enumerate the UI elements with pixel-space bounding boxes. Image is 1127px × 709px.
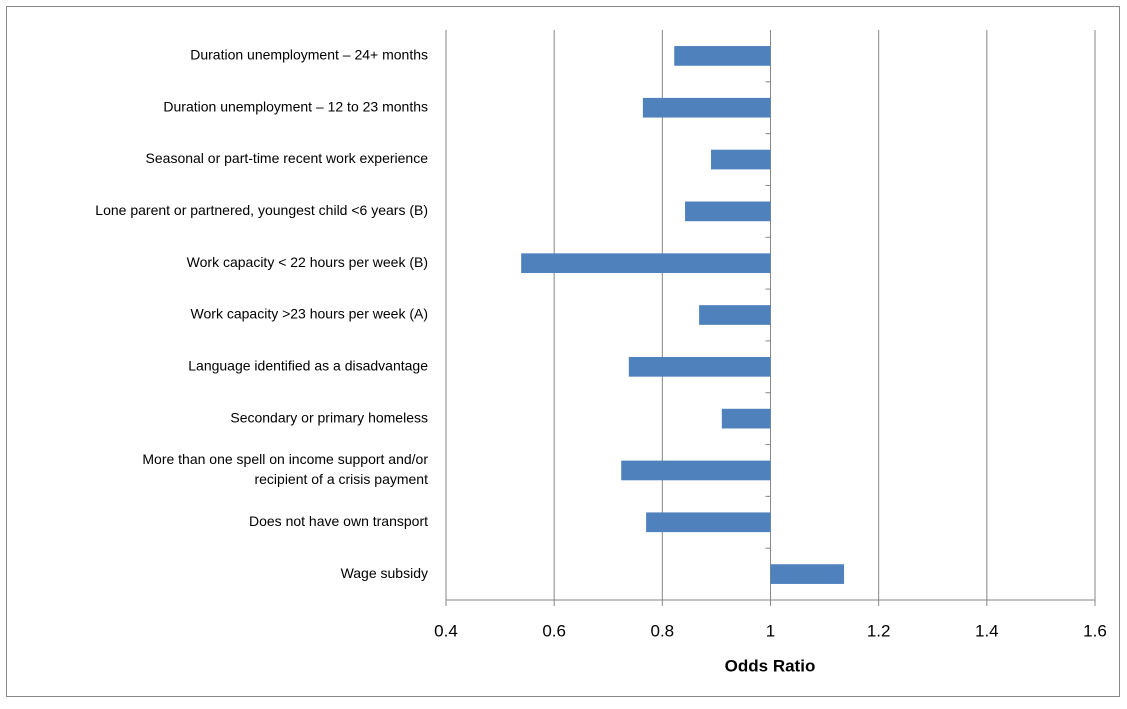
x-axis-title: Odds Ratio [725, 656, 816, 675]
bar [770, 564, 845, 584]
x-tick-label: 1 [766, 621, 775, 640]
x-tick-label: 0.4 [434, 621, 458, 640]
x-tick-label: 0.6 [542, 621, 566, 640]
y-tick-label: Secondary or primary homeless [230, 409, 428, 425]
y-tick-label: Work capacity >23 hours per week (A) [191, 306, 428, 322]
y-tick-label: Seasonal or part-time recent work experi… [146, 150, 429, 166]
x-tick-label: 1.2 [867, 621, 891, 640]
y-tick-label: Does not have own transport [249, 513, 428, 529]
bar [721, 408, 771, 429]
y-tick-label: Language identified as a disadvantage [188, 358, 428, 374]
bar [685, 201, 771, 222]
x-tick-label: 1.6 [1083, 621, 1107, 640]
y-tick-label: Duration unemployment – 12 to 23 months [163, 98, 428, 114]
bar [699, 305, 771, 325]
x-tick-label: 0.8 [651, 621, 675, 640]
y-tick-label: Work capacity < 22 hours per week (B) [187, 254, 428, 270]
bar [642, 97, 771, 118]
bar [646, 512, 771, 533]
bar [521, 253, 771, 274]
bar [711, 149, 771, 170]
chart-border [6, 6, 1120, 697]
y-tick-label: Wage subsidy [341, 565, 428, 581]
y-tick-label: recipient of a crisis payment [254, 471, 428, 487]
y-tick-label: More than one spell on income support an… [142, 451, 428, 467]
y-tick-label: Duration unemployment – 24+ months [190, 47, 428, 63]
y-tick-label: Lone parent or partnered, youngest child… [95, 202, 428, 218]
bar [621, 460, 771, 481]
x-tick-label: 1.4 [975, 621, 999, 640]
bar [674, 46, 771, 66]
bar [628, 356, 771, 377]
